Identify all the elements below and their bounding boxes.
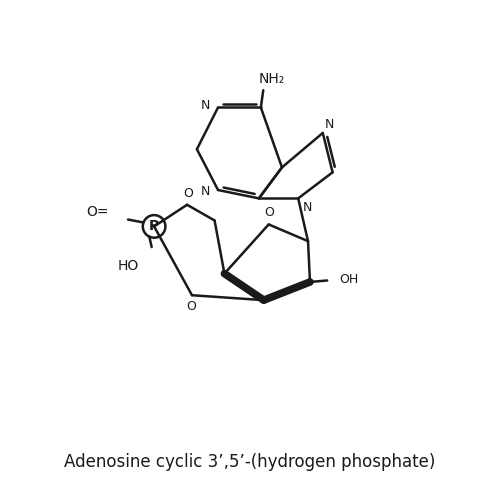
Text: N: N (201, 186, 210, 198)
Text: Adenosine cyclic 3’,5’-(hydrogen phosphate): Adenosine cyclic 3’,5’-(hydrogen phospha… (64, 454, 436, 471)
Text: NH₂: NH₂ (259, 72, 285, 86)
Text: OH: OH (340, 273, 358, 286)
Text: N: N (303, 200, 312, 213)
Text: O: O (183, 187, 193, 200)
Text: N: N (325, 118, 334, 130)
Text: O=: O= (86, 204, 108, 218)
Text: N: N (201, 99, 210, 112)
Text: HO: HO (118, 258, 139, 272)
Text: P: P (149, 220, 159, 234)
Text: O: O (186, 300, 196, 312)
Text: O: O (264, 206, 274, 219)
